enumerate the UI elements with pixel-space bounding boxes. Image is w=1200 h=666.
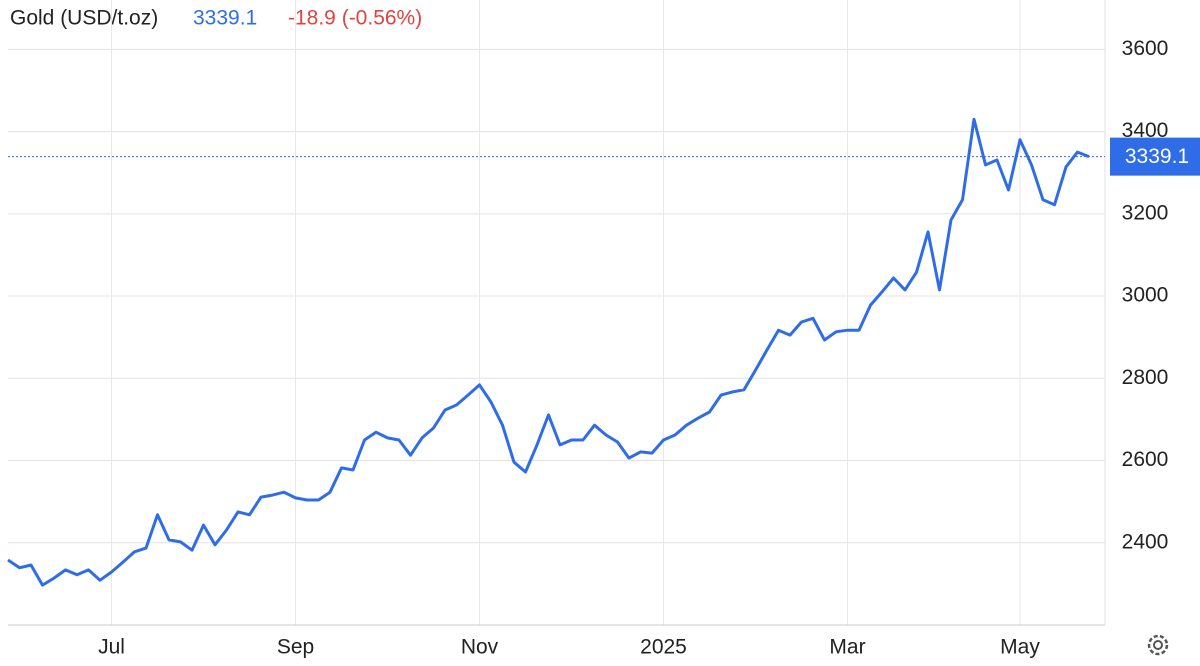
y-tick-label: 3000 [1122, 284, 1169, 307]
last-price-box [1110, 137, 1200, 176]
x-tick-label: Mar [829, 636, 865, 659]
change: -18.9 (-0.56%) [288, 7, 422, 30]
x-tick-label: Jul [98, 636, 125, 659]
y-tick-label: 2800 [1122, 366, 1169, 389]
price: 3339.1 [193, 7, 257, 30]
x-tick-label: Sep [277, 636, 314, 659]
y-tick-label: 2600 [1122, 448, 1169, 471]
x-tick-label: Nov [461, 636, 499, 659]
price-line [7, 117, 1090, 587]
y-tick-label: 3200 [1122, 201, 1169, 224]
y-tick-label: 3600 [1122, 37, 1169, 60]
gear-outer [1147, 634, 1169, 656]
gear-inner [1153, 640, 1163, 650]
last-price-label: 3339.1 [1125, 145, 1189, 168]
settings-icon[interactable] [1147, 634, 1169, 656]
y-tick-label: 2400 [1122, 530, 1169, 553]
x-tick-label: 2025 [640, 636, 687, 659]
y-tick-label: 3400 [1122, 119, 1169, 142]
x-tick-label: May [1000, 636, 1040, 659]
chart-title: Gold (USD/t.oz) [10, 7, 158, 30]
